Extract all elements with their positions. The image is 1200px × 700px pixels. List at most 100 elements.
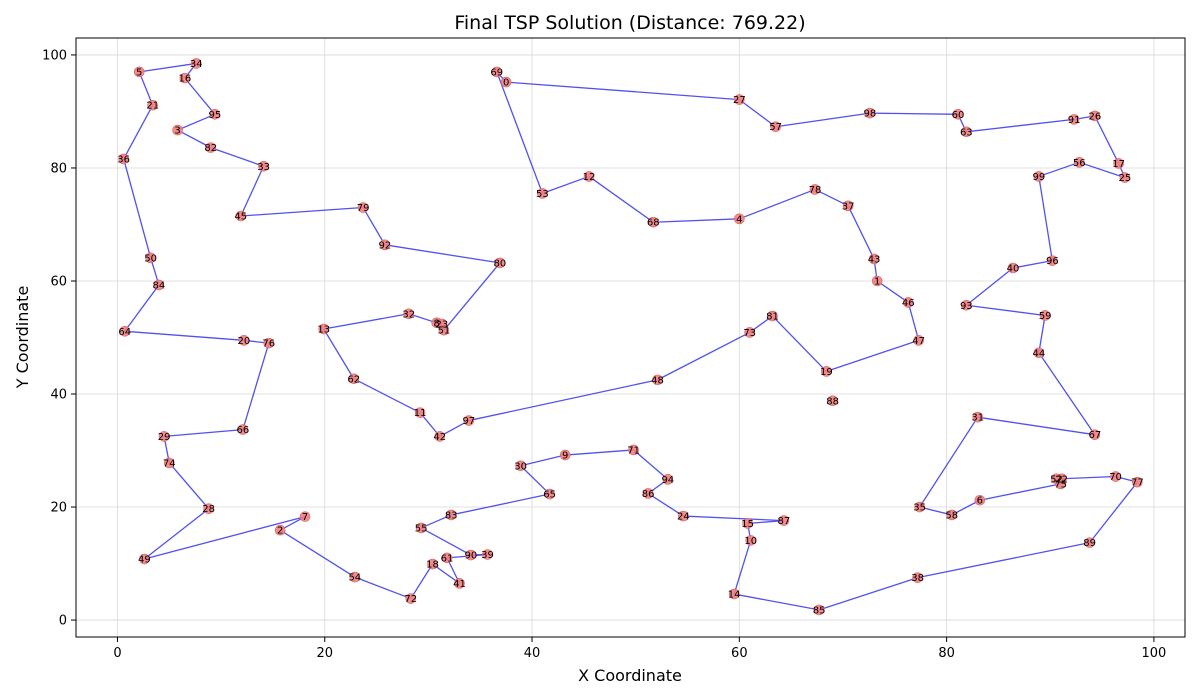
city-label: 15 (741, 519, 754, 530)
route-segment (124, 284, 160, 332)
city-label: 50 (144, 253, 157, 264)
route-segment (451, 493, 550, 516)
plot-area-frame (75, 37, 1186, 638)
city-label: 36 (117, 154, 130, 165)
route-segment (876, 280, 909, 303)
route-segment (420, 527, 472, 556)
route-segment (647, 492, 684, 517)
route-segment (240, 166, 265, 217)
route-segment (919, 416, 979, 508)
city-point (190, 58, 202, 69)
city-point (441, 552, 453, 564)
city-label: 10 (744, 536, 757, 547)
route-segment (443, 262, 501, 331)
city-label: 75 (1054, 479, 1067, 490)
city-point (662, 474, 674, 485)
route-segment (168, 462, 210, 510)
city-point (1073, 157, 1085, 168)
route-segment (869, 112, 959, 115)
city-label: 34 (190, 59, 203, 70)
city-label: 7 (302, 512, 308, 523)
route-segment (965, 267, 1014, 306)
city-label: 39 (481, 550, 494, 561)
city-point (163, 457, 175, 469)
route-segment (1038, 315, 1046, 353)
city-point (871, 275, 883, 287)
city-label: 51 (438, 326, 451, 337)
route-segment (588, 175, 654, 223)
city-point (1119, 172, 1131, 183)
city-label: 60 (952, 110, 965, 121)
city-point (258, 160, 269, 172)
route-layer (123, 62, 1138, 611)
route-segment (323, 313, 409, 330)
city-point (349, 571, 361, 583)
y-tick-label: 80 (50, 161, 67, 176)
route-segment (1079, 161, 1126, 179)
route-segment (506, 81, 740, 101)
city-label: 6 (977, 496, 983, 507)
city-point (1113, 158, 1124, 169)
city-label: 14 (728, 590, 741, 601)
route-segment (775, 112, 871, 128)
city-point (463, 415, 475, 426)
city-point (1007, 262, 1019, 274)
city-label: 77 (1131, 478, 1144, 489)
city-point (544, 488, 555, 500)
city-point (902, 297, 914, 308)
route-segment (410, 563, 434, 599)
city-point (500, 76, 512, 88)
city-label: 78 (809, 185, 822, 196)
city-point (414, 407, 426, 418)
city-label: 47 (912, 336, 925, 347)
city-label: 37 (842, 201, 855, 212)
city-point (133, 66, 145, 78)
city-point (465, 549, 477, 561)
city-point (274, 524, 286, 536)
route-segment (384, 244, 501, 264)
city-point (946, 509, 958, 521)
city-point (961, 126, 972, 138)
city-point (728, 588, 740, 600)
route-segment (323, 328, 355, 380)
route-segment (123, 158, 152, 258)
city-label: 0 (503, 78, 509, 89)
city-label: 73 (743, 328, 756, 339)
city-label: 76 (262, 339, 275, 350)
city-point (263, 337, 275, 349)
city-label: 65 (543, 490, 556, 501)
city-layer: 0123456789101112131415161718192021222324… (117, 58, 1144, 616)
route-segment (814, 188, 849, 207)
city-point (642, 488, 654, 499)
route-segment (683, 515, 784, 522)
route-segment (210, 147, 264, 167)
city-label: 25 (1119, 173, 1132, 184)
city-label: 40 (1007, 263, 1020, 274)
city-label: 31 (971, 413, 984, 424)
city-point (734, 213, 745, 225)
route-segment (653, 218, 740, 223)
city-label: 17 (1112, 159, 1125, 170)
city-point (1055, 478, 1066, 490)
city-point (1033, 171, 1045, 182)
route-segment (1038, 352, 1096, 436)
city-label: 70 (1109, 472, 1122, 483)
city-label: 96 (1046, 256, 1059, 267)
route-segment (739, 188, 816, 220)
route-segment (164, 428, 243, 438)
route-segment (734, 593, 820, 611)
city-label: 5 (136, 67, 142, 78)
city-point (172, 124, 183, 136)
city-label: 44 (1032, 348, 1045, 359)
x-tick-label: 100 (1141, 646, 1166, 661)
city-label: 57 (769, 122, 782, 133)
city-point (742, 518, 753, 529)
x-tick-label: 20 (316, 646, 333, 661)
route-segment (1089, 481, 1138, 544)
city-label: 12 (583, 172, 596, 183)
city-label: 81 (766, 312, 779, 323)
route-segment (520, 465, 551, 495)
route-segment (124, 330, 244, 341)
